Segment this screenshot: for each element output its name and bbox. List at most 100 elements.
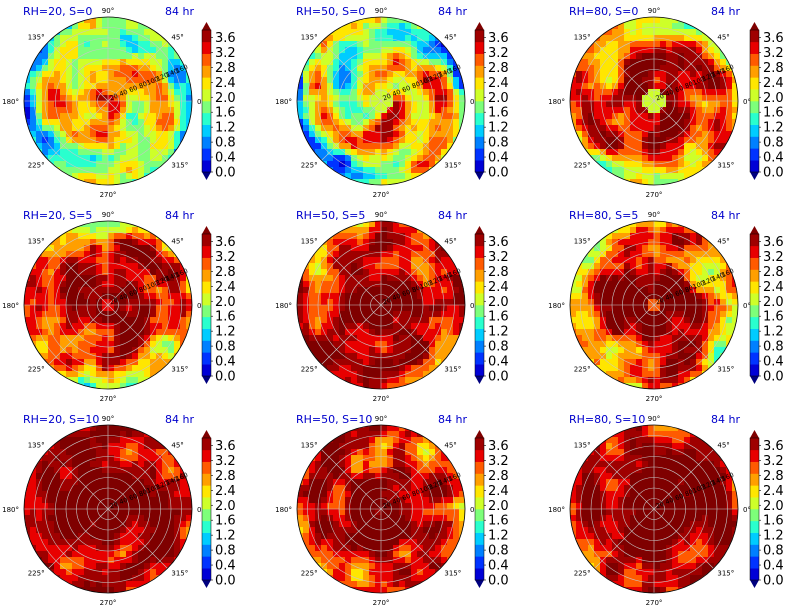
heatmap-cell xyxy=(144,71,151,78)
heatmap-cell xyxy=(72,59,79,66)
heatmap-cell xyxy=(174,299,181,306)
heatmap-cell xyxy=(156,41,163,48)
heatmap-cell xyxy=(690,101,697,108)
heatmap-cell xyxy=(36,293,43,300)
heatmap-cell xyxy=(417,329,424,336)
polar-frame xyxy=(296,220,466,390)
heatmap-cell xyxy=(435,149,442,156)
heatmap-cell xyxy=(138,449,145,456)
heatmap-cell xyxy=(387,281,394,288)
colorbar-tick-label: 1.2 xyxy=(215,325,236,340)
heatmap-cell xyxy=(666,233,673,240)
heatmap-cell xyxy=(714,89,721,96)
heatmap-cell xyxy=(696,131,703,138)
heatmap-cell xyxy=(399,353,406,360)
heatmap-cell xyxy=(174,113,181,120)
heatmap-cell xyxy=(48,65,55,72)
heatmap-cell xyxy=(612,251,619,258)
heatmap-cell xyxy=(453,317,460,324)
heatmap-cell xyxy=(618,149,625,156)
heatmap-cell xyxy=(363,17,370,24)
heatmap-cell xyxy=(30,107,37,114)
heatmap-cell xyxy=(54,263,61,270)
colorbar-segment xyxy=(475,77,484,90)
heatmap-cell xyxy=(315,293,322,300)
heatmap-cell xyxy=(138,551,145,558)
heatmap-cell xyxy=(642,65,649,72)
heatmap-cell xyxy=(594,71,601,78)
heatmap-cell xyxy=(381,269,388,276)
heatmap-cell xyxy=(156,311,163,318)
heatmap-cell xyxy=(618,287,625,294)
heatmap-cell xyxy=(150,545,157,552)
heatmap-cell xyxy=(411,41,418,48)
heatmap-cell xyxy=(36,287,43,294)
heatmap-cell xyxy=(654,29,661,36)
heatmap-cell xyxy=(399,29,406,36)
heatmap-cell xyxy=(96,221,103,228)
heatmap-cell xyxy=(417,71,424,78)
heatmap-cell xyxy=(96,359,103,366)
heatmap-cell xyxy=(114,371,121,378)
heatmap-cell xyxy=(351,227,358,234)
colorbar-tick-label: 2.0 xyxy=(763,295,784,310)
colorbar: 0.00.40.81.21.62.02.42.83.23.6 xyxy=(474,22,509,181)
heatmap-cell xyxy=(132,107,139,114)
heatmap-cell xyxy=(120,173,127,180)
heatmap-cell xyxy=(363,59,370,66)
heatmap-cell xyxy=(42,461,49,468)
heatmap-cell xyxy=(696,341,703,348)
heatmap-cell xyxy=(150,137,157,144)
heatmap-cell xyxy=(309,107,316,114)
heatmap-cell xyxy=(60,317,67,324)
heatmap-cell xyxy=(60,59,67,66)
heatmap-cell xyxy=(84,227,91,234)
heatmap-cell xyxy=(684,365,691,372)
heatmap-cell xyxy=(96,245,103,252)
heatmap-cell xyxy=(180,113,187,120)
heatmap-cell xyxy=(594,263,601,270)
heatmap-cell xyxy=(357,113,364,120)
heatmap-cell xyxy=(126,461,133,468)
heatmap-cell xyxy=(630,335,637,342)
heatmap-cell xyxy=(606,113,613,120)
heatmap-cell xyxy=(618,233,625,240)
heatmap-cell xyxy=(411,227,418,234)
heatmap-cell xyxy=(375,53,382,60)
heatmap-cell xyxy=(363,329,370,336)
heatmap-cell xyxy=(66,497,73,504)
heatmap-cell xyxy=(156,119,163,126)
heatmap-cell xyxy=(60,83,67,90)
heatmap-cell xyxy=(84,467,91,474)
heatmap-cell xyxy=(114,425,121,432)
heatmap-cell xyxy=(654,167,661,174)
heatmap-cell xyxy=(144,515,151,522)
heatmap-cell xyxy=(678,377,685,384)
heatmap-cell xyxy=(309,341,316,348)
heatmap-cell xyxy=(393,245,400,252)
heatmap-cell xyxy=(54,551,61,558)
angular-tick-label: 45° xyxy=(171,34,183,42)
heatmap-cell xyxy=(156,83,163,90)
heatmap-cell xyxy=(453,107,460,114)
heatmap-cell xyxy=(321,65,328,72)
heatmap-cell xyxy=(624,101,631,108)
heatmap-cell xyxy=(399,167,406,174)
heatmap-cell xyxy=(120,455,127,462)
heatmap-cell xyxy=(435,263,442,270)
heatmap-cell xyxy=(630,125,637,132)
heatmap-cell xyxy=(381,119,388,126)
heatmap-cell xyxy=(642,137,649,144)
heatmap-cell xyxy=(132,251,139,258)
heatmap-cell xyxy=(606,59,613,66)
heatmap-cell xyxy=(60,149,67,156)
heatmap-cell xyxy=(42,533,49,540)
heatmap-cell xyxy=(678,347,685,354)
heatmap-cell xyxy=(333,269,340,276)
heatmap-cell xyxy=(630,221,637,228)
heatmap-cell xyxy=(600,275,607,282)
heatmap-cell xyxy=(303,305,310,312)
heatmap-cell xyxy=(339,251,346,258)
heatmap-cell xyxy=(648,263,655,270)
heatmap-cell xyxy=(186,335,192,342)
